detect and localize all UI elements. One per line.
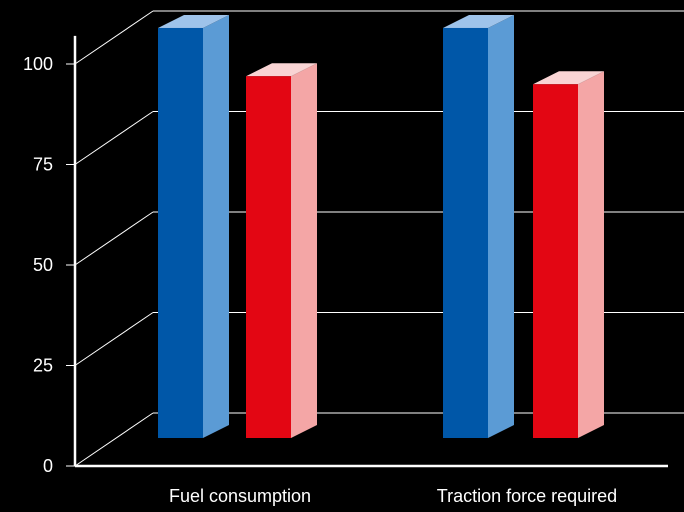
axes (66, 35, 668, 468)
y-tick-label: 50 (33, 255, 53, 275)
bar (158, 14, 229, 439)
gridline-diagonal (74, 312, 154, 366)
bar-front (443, 27, 488, 439)
bar-side (578, 71, 604, 439)
bar (443, 14, 514, 439)
y-tick-label: 100 (23, 54, 53, 74)
bar-top (533, 71, 604, 85)
bar-side (203, 14, 229, 439)
bar-top (246, 63, 317, 77)
bar (246, 63, 317, 438)
category-label: Fuel consumption (169, 486, 311, 506)
bar-front (533, 84, 578, 439)
bar-front (158, 27, 203, 439)
y-tick-label: 25 (33, 356, 53, 376)
bar-side (291, 63, 317, 438)
labels: 0 25 50 75 100 Fuel consumption Traction force… (23, 54, 617, 506)
bar-front (246, 76, 291, 438)
bar-side (488, 14, 514, 439)
gridline-diagonal (74, 10, 154, 65)
gridline-diagonal (74, 111, 154, 165)
bar-top (158, 14, 229, 28)
bar-top (443, 14, 514, 28)
bar (533, 71, 604, 439)
gridline-diagonal (74, 412, 154, 467)
y-tick-label: 0 (43, 456, 53, 476)
gridline-diagonal (74, 211, 154, 266)
category-label: Traction force required (437, 486, 617, 506)
y-tick-label: 75 (33, 155, 53, 175)
bars (158, 14, 604, 439)
